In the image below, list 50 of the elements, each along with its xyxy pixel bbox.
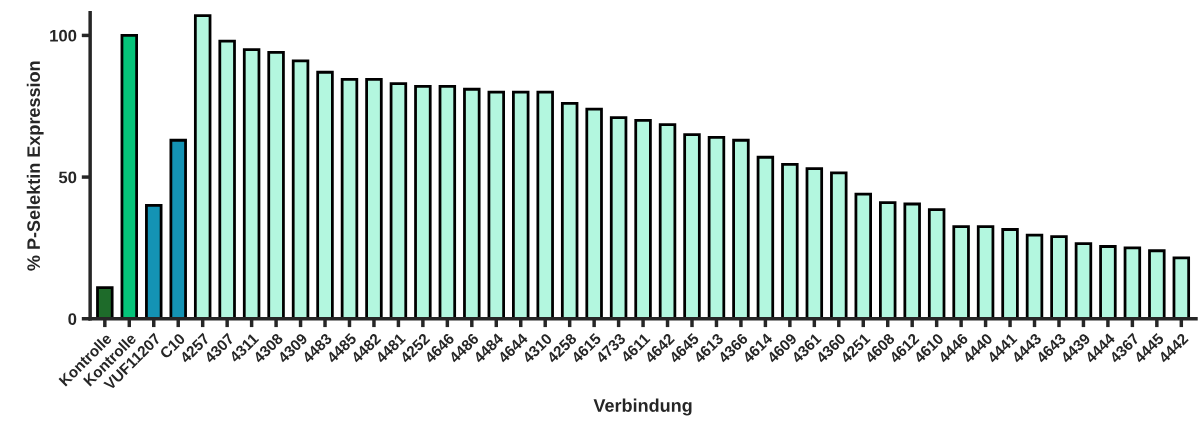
bar: [903, 202, 921, 319]
bar: [96, 286, 114, 319]
bar: [707, 136, 726, 319]
bar: [732, 138, 750, 319]
bar: [169, 138, 187, 319]
bar: [756, 155, 775, 319]
bar: [1123, 246, 1142, 319]
bar: [952, 225, 970, 319]
bar: [1148, 249, 1166, 319]
bar: [560, 102, 579, 319]
bar: [512, 90, 530, 319]
bar: [536, 90, 554, 319]
bar: [193, 14, 212, 319]
bar: [683, 133, 701, 319]
bar: [242, 48, 261, 319]
bar: [438, 85, 457, 319]
bar: [805, 167, 824, 319]
bar: [609, 116, 628, 319]
bar: [120, 34, 139, 319]
bar: [976, 225, 995, 319]
bar: [830, 171, 848, 319]
bar: [145, 204, 163, 319]
bar: [781, 162, 799, 319]
bar: [1050, 235, 1068, 319]
bar: [854, 192, 872, 319]
bar: [414, 85, 432, 319]
bar: [463, 87, 481, 319]
bar: [879, 201, 897, 319]
bar: [634, 119, 652, 319]
bar: [316, 70, 334, 319]
bar: [267, 51, 285, 319]
bar: [585, 107, 603, 319]
bar: [1025, 233, 1044, 319]
bar: [365, 77, 383, 319]
bar: [1099, 245, 1117, 319]
x-axis-title: Verbindung: [593, 398, 692, 416]
y-axis-title: % P-Selektin Expression: [26, 61, 44, 271]
bar: [1172, 256, 1191, 319]
bar: [291, 59, 310, 319]
bar: [1074, 242, 1093, 319]
y-tick-label: 50: [58, 171, 77, 184]
bar: [927, 208, 946, 319]
bar: [658, 123, 677, 319]
y-tick-label: 100: [50, 29, 77, 42]
bar: [389, 82, 408, 319]
y-tick-label: 0: [68, 313, 77, 325]
bar: [1001, 228, 1019, 319]
bar: [340, 77, 359, 319]
bar: [218, 39, 236, 319]
bar: [487, 90, 506, 319]
